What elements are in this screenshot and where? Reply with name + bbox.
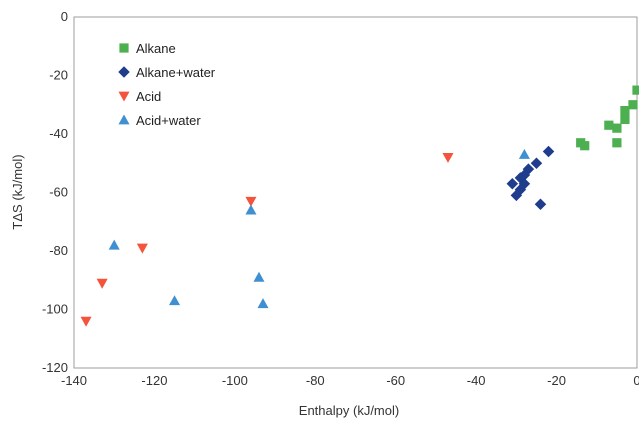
x-tick-label: -120 (141, 373, 167, 388)
data-point (510, 189, 523, 202)
x-tick-label: -20 (547, 373, 566, 388)
data-point (632, 85, 639, 95)
data-point (576, 138, 586, 148)
legend-marker (118, 114, 130, 125)
axes (73, 16, 638, 369)
legend-marker (118, 91, 130, 102)
y-tick-label: -40 (49, 126, 68, 141)
data-points (80, 85, 639, 327)
data-point (253, 271, 265, 282)
x-axis-title: Enthalpy (kJ/mol) (299, 403, 399, 418)
y-tick-label: -20 (49, 68, 68, 83)
data-point (534, 198, 547, 210)
legend-marker (119, 43, 129, 53)
data-point (136, 243, 148, 254)
legend-item: Alkane+water (118, 65, 216, 80)
legend-label: Alkane+water (136, 65, 216, 80)
y-tick-label: -120 (42, 360, 68, 375)
series-alkane-water (506, 145, 555, 210)
data-point (514, 172, 527, 184)
legend-marker (118, 66, 130, 78)
x-tick-label: -60 (386, 373, 405, 388)
data-point (612, 123, 622, 133)
data-point (245, 196, 257, 207)
data-point (518, 148, 530, 159)
data-point (604, 120, 614, 130)
data-point (620, 114, 630, 124)
data-point (530, 157, 543, 169)
data-point (506, 177, 519, 190)
series-alkane (576, 85, 639, 151)
x-tick-label: -80 (306, 373, 325, 388)
data-point (80, 316, 92, 327)
data-point (96, 278, 108, 289)
plot-area-frame (73, 16, 638, 369)
data-point (442, 152, 454, 163)
data-point (245, 204, 257, 215)
data-point (169, 295, 181, 306)
data-point (257, 298, 269, 309)
data-point (108, 239, 120, 250)
tick-labels: -140 -120 -100 -80 -60 -40 -20 00-20-40-60-80-1… (42, 9, 639, 388)
y-tick-label: -80 (49, 243, 68, 258)
y-tick-label: 0 (61, 9, 68, 24)
legend-label: Acid (136, 89, 161, 104)
legend-label: Acid+water (136, 113, 201, 128)
data-point (620, 106, 630, 116)
x-tick-label: -40 (467, 373, 486, 388)
legend: Alkane Alkane+water Acid Acid+water (118, 41, 216, 128)
x-tick-label: -140 (61, 373, 87, 388)
data-point (612, 138, 622, 148)
series-acid (80, 152, 454, 327)
series-acid-water (108, 148, 530, 309)
legend-label: Alkane (136, 41, 176, 56)
y-tick-label: -100 (42, 302, 68, 317)
legend-item: Acid (118, 89, 161, 104)
legend-item: Alkane (119, 41, 176, 56)
x-tick-label: 0 (633, 373, 639, 388)
legend-item: Acid+water (118, 113, 201, 128)
y-axis-title: TΔS (kJ/mol) (10, 154, 25, 229)
x-tick-label: -100 (222, 373, 248, 388)
y-tick-label: -60 (49, 185, 68, 200)
data-point (542, 145, 555, 158)
data-point (628, 100, 638, 110)
